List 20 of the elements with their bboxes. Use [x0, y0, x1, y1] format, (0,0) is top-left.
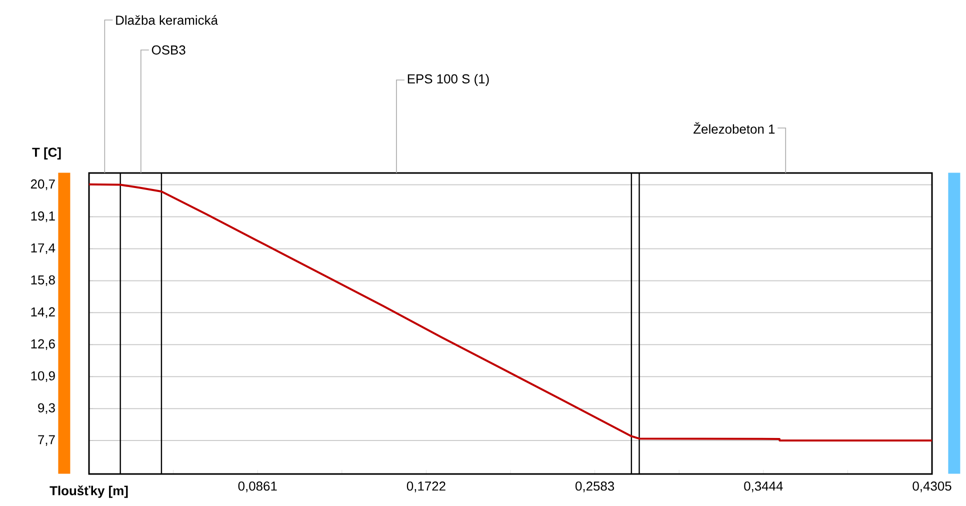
- y-tick-label: 14,2: [31, 307, 55, 318]
- y-tick-label: 12,6: [31, 339, 55, 350]
- y-tick-label: 20,7: [30, 179, 55, 190]
- y-tick-label: 15,8: [31, 275, 55, 286]
- text: OSB3: [152, 45, 186, 55]
- y-tick-label: 9,3: [38, 403, 55, 414]
- x-tick-label: 0,2583: [576, 482, 614, 492]
- y-tick-label: 7,7: [38, 435, 55, 446]
- x-tick-label: 0,1722: [406, 482, 446, 492]
- y-axis-title: T [C]: [32, 147, 61, 160]
- x-axis-title: Tloušťky [m]: [50, 486, 128, 498]
- text: Dlažba keramická: [116, 15, 218, 25]
- y-tick-label: 19,1: [31, 211, 55, 222]
- x-tick-label: 0,0861: [238, 482, 277, 492]
- y-tick-label: 10,9: [31, 371, 55, 382]
- x-tick-label: 0,3444: [744, 482, 783, 492]
- x-tick-label: 0,4305: [912, 482, 952, 492]
- text: EPS 100 S (1): [408, 74, 489, 86]
- text: Železobeton 1: [694, 122, 775, 134]
- y-tick-label: 17,4: [31, 243, 56, 254]
